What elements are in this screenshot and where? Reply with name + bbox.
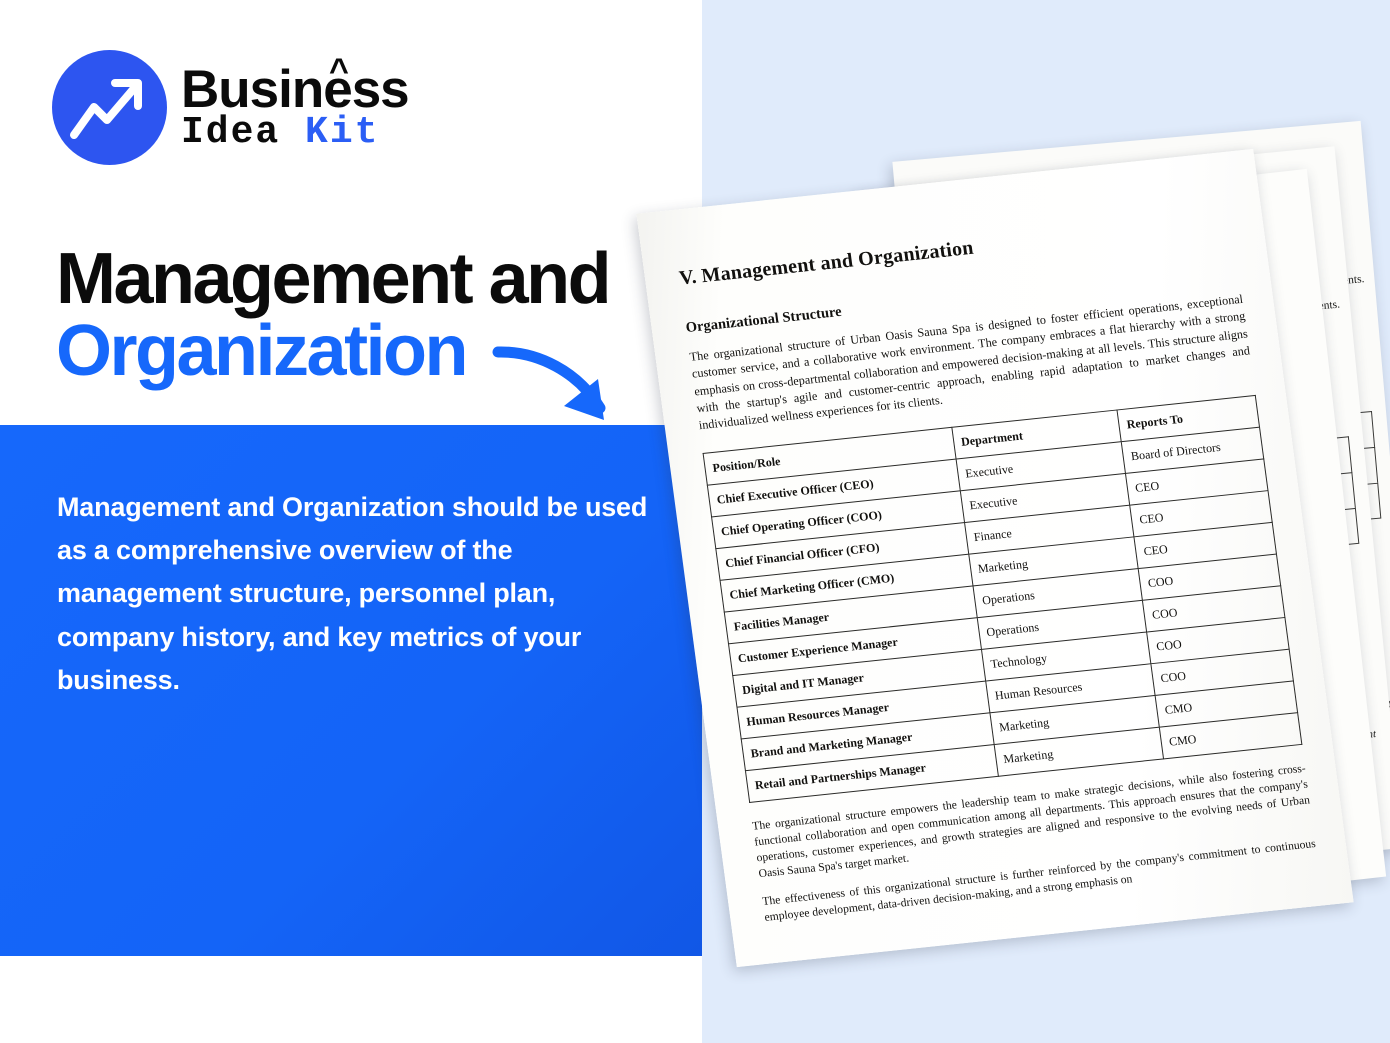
page-title-line-1: Management and <box>56 239 612 319</box>
page-title-line-2: Organization <box>56 311 469 391</box>
brand-name-text: Business <box>181 59 410 119</box>
table-body: Chief Executive Officer (CEO) Executive Bo… <box>707 426 1302 803</box>
blue-callout-panel <box>0 425 702 956</box>
brand-idea-text: Idea <box>181 111 281 155</box>
curved-arrow-down-right-icon <box>492 338 622 438</box>
brand-name-primary: Business ^ <box>181 54 410 116</box>
document-stack: ns, a flat on- ch, lients. rs O ions, a … <box>636 120 1390 968</box>
brand-kit-text: Kit <box>305 111 380 155</box>
org-structure-table: Position/Role Department Reports To Chie… <box>703 395 1303 803</box>
panel-description: Management and Organization should be us… <box>57 492 648 695</box>
document-sheet-front: V. Management and Organization Organizat… <box>636 148 1354 968</box>
page-title: Management and Organization <box>56 243 676 387</box>
brand-name-secondary: Idea Kit <box>181 113 409 153</box>
brand-logo: Business ^ Idea Kit <box>52 50 410 165</box>
background-bottom-left <box>0 956 702 1043</box>
circumflex-accent-icon: ^ <box>329 51 349 90</box>
trending-up-arrow-icon <box>52 50 167 165</box>
